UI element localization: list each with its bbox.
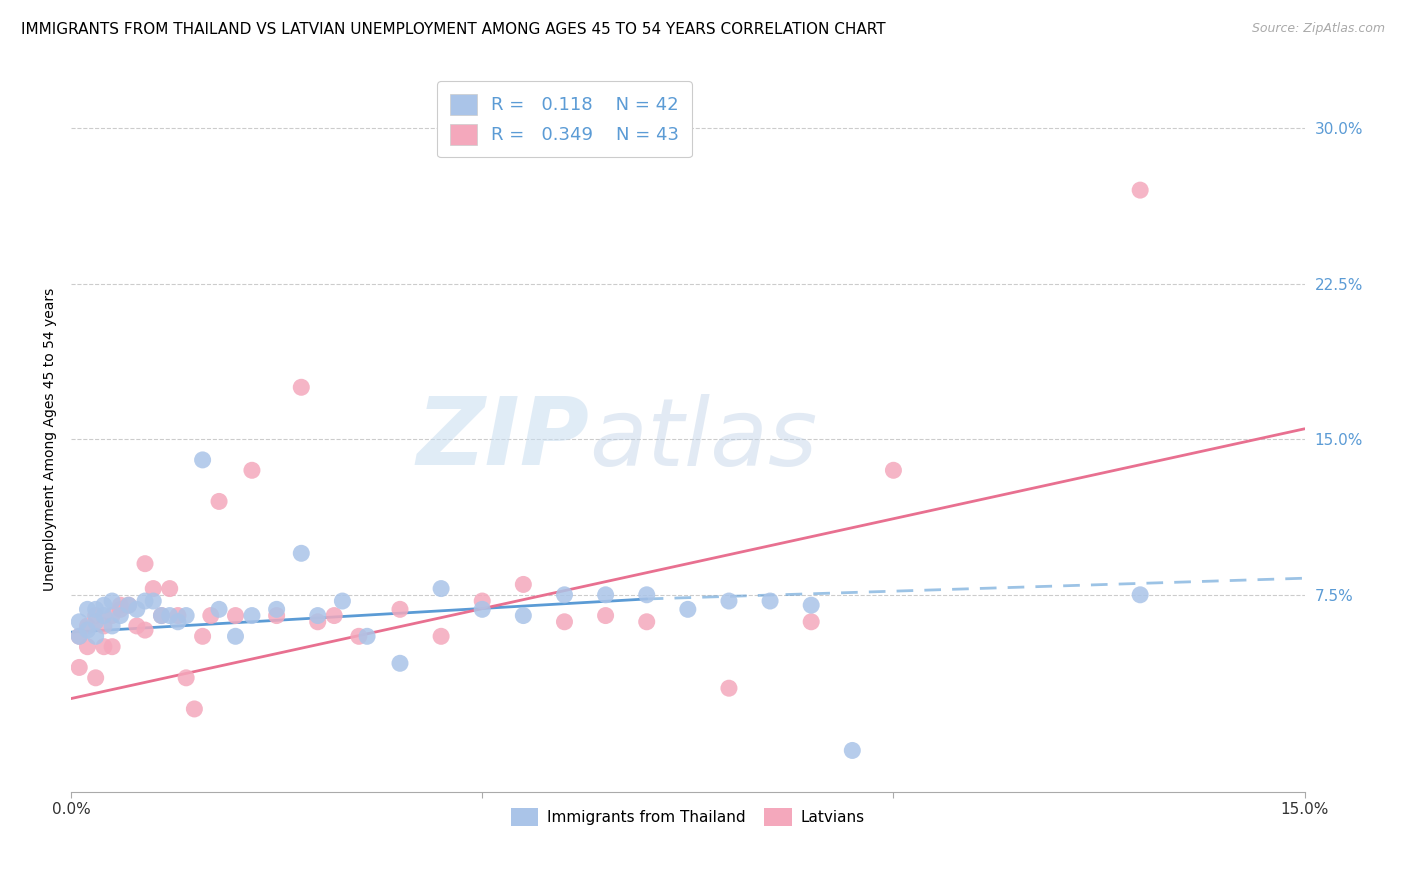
Point bbox=[553, 615, 575, 629]
Point bbox=[117, 598, 139, 612]
Point bbox=[800, 598, 823, 612]
Point bbox=[430, 629, 453, 643]
Point bbox=[67, 615, 90, 629]
Text: atlas: atlas bbox=[589, 393, 817, 484]
Point bbox=[266, 602, 288, 616]
Point bbox=[882, 463, 904, 477]
Point bbox=[167, 608, 190, 623]
Text: IMMIGRANTS FROM THAILAND VS LATVIAN UNEMPLOYMENT AMONG AGES 45 TO 54 YEARS CORRE: IMMIGRANTS FROM THAILAND VS LATVIAN UNEM… bbox=[21, 22, 886, 37]
Point bbox=[290, 546, 312, 560]
Point bbox=[595, 608, 617, 623]
Point bbox=[471, 602, 494, 616]
Point bbox=[841, 743, 863, 757]
Point bbox=[717, 594, 740, 608]
Point bbox=[142, 582, 165, 596]
Point bbox=[191, 629, 214, 643]
Point bbox=[323, 608, 346, 623]
Y-axis label: Unemployment Among Ages 45 to 54 years: Unemployment Among Ages 45 to 54 years bbox=[44, 287, 58, 591]
Point bbox=[84, 602, 107, 616]
Point bbox=[208, 494, 231, 508]
Point bbox=[191, 453, 214, 467]
Point bbox=[174, 608, 197, 623]
Point bbox=[347, 629, 370, 643]
Point bbox=[67, 629, 90, 643]
Point bbox=[84, 608, 107, 623]
Point bbox=[471, 594, 494, 608]
Legend: Immigrants from Thailand, Latvians: Immigrants from Thailand, Latvians bbox=[503, 801, 873, 834]
Point bbox=[159, 582, 181, 596]
Point bbox=[595, 588, 617, 602]
Point bbox=[388, 602, 411, 616]
Point bbox=[134, 594, 156, 608]
Point bbox=[307, 615, 329, 629]
Point bbox=[388, 657, 411, 671]
Point bbox=[800, 615, 823, 629]
Point bbox=[142, 594, 165, 608]
Point bbox=[93, 640, 115, 654]
Point bbox=[717, 681, 740, 696]
Point bbox=[101, 640, 124, 654]
Point bbox=[174, 671, 197, 685]
Point bbox=[134, 623, 156, 637]
Text: ZIP: ZIP bbox=[416, 393, 589, 485]
Point bbox=[759, 594, 782, 608]
Point bbox=[307, 608, 329, 623]
Point bbox=[76, 640, 98, 654]
Point bbox=[636, 615, 658, 629]
Point bbox=[240, 463, 263, 477]
Point bbox=[512, 608, 534, 623]
Point bbox=[224, 608, 246, 623]
Point bbox=[159, 608, 181, 623]
Point bbox=[208, 602, 231, 616]
Point bbox=[676, 602, 699, 616]
Point bbox=[134, 557, 156, 571]
Point bbox=[117, 598, 139, 612]
Point bbox=[110, 602, 132, 616]
Point bbox=[266, 608, 288, 623]
Point bbox=[93, 598, 115, 612]
Point bbox=[93, 608, 115, 623]
Point bbox=[332, 594, 354, 608]
Point bbox=[67, 660, 90, 674]
Point bbox=[1129, 588, 1152, 602]
Point bbox=[150, 608, 173, 623]
Point bbox=[101, 608, 124, 623]
Point bbox=[150, 608, 173, 623]
Point bbox=[101, 619, 124, 633]
Point bbox=[125, 619, 148, 633]
Text: Source: ZipAtlas.com: Source: ZipAtlas.com bbox=[1251, 22, 1385, 36]
Point bbox=[290, 380, 312, 394]
Point bbox=[636, 588, 658, 602]
Point bbox=[76, 623, 98, 637]
Point bbox=[1129, 183, 1152, 197]
Point bbox=[200, 608, 222, 623]
Point bbox=[356, 629, 378, 643]
Point bbox=[125, 602, 148, 616]
Point bbox=[76, 602, 98, 616]
Point bbox=[93, 619, 115, 633]
Point bbox=[110, 608, 132, 623]
Point bbox=[183, 702, 205, 716]
Point bbox=[224, 629, 246, 643]
Point bbox=[67, 629, 90, 643]
Point bbox=[110, 598, 132, 612]
Point bbox=[76, 619, 98, 633]
Point bbox=[240, 608, 263, 623]
Point bbox=[167, 615, 190, 629]
Point bbox=[430, 582, 453, 596]
Point bbox=[512, 577, 534, 591]
Point bbox=[84, 671, 107, 685]
Point bbox=[101, 594, 124, 608]
Point bbox=[553, 588, 575, 602]
Point bbox=[84, 629, 107, 643]
Point bbox=[84, 615, 107, 629]
